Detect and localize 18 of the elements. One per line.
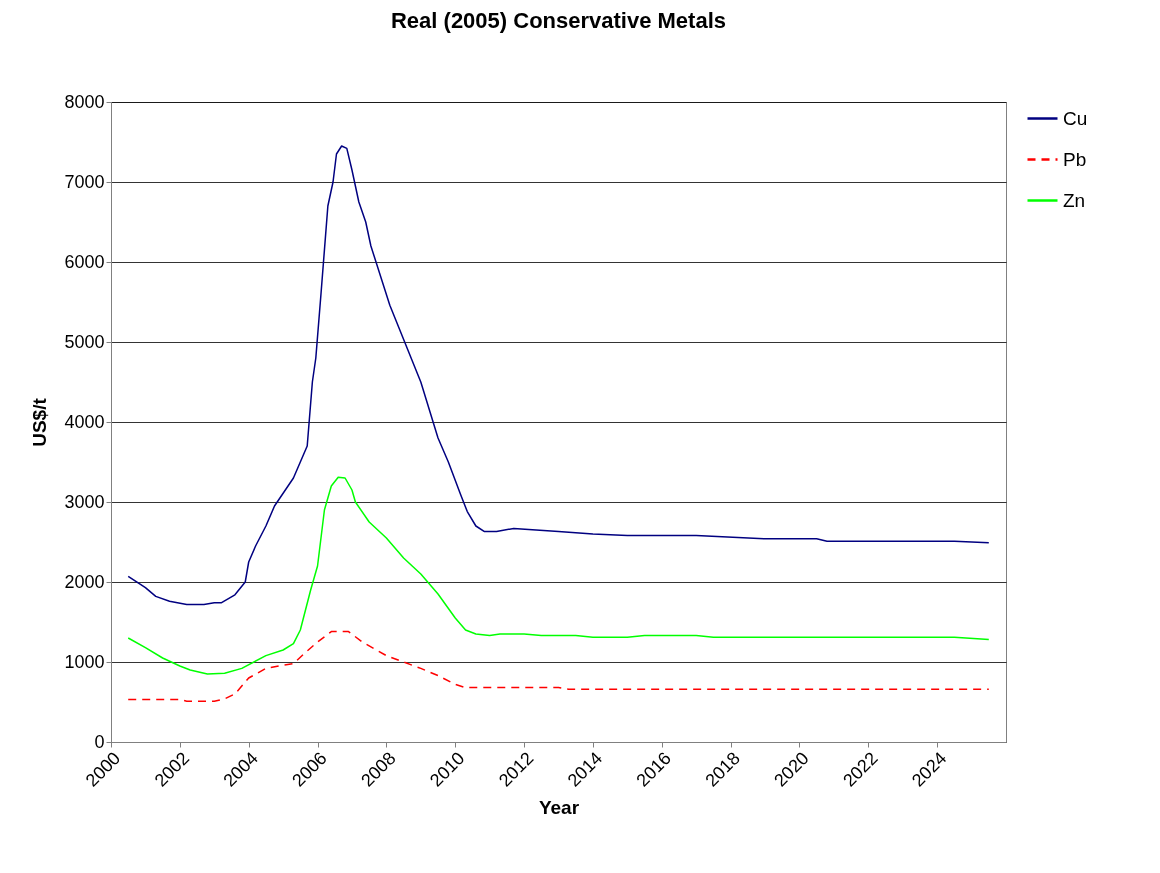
- y-tick-label: 7000: [64, 171, 105, 192]
- y-tick-label: 8000: [64, 91, 105, 112]
- y-tick-label: 6000: [64, 251, 105, 272]
- y-tick-label: 4000: [64, 411, 105, 432]
- line-series: [127, 476, 990, 675]
- line-series: [127, 630, 990, 702]
- y-tick-label: 2000: [64, 571, 105, 592]
- y-tick-label: 1000: [64, 651, 105, 672]
- chart-title: Real (2005) Conservative Metals: [390, 8, 727, 33]
- y-tick-label: 5000: [64, 331, 105, 352]
- legend-label: Cu: [1063, 107, 1088, 129]
- y-axis-title: US$/t: [29, 397, 51, 447]
- x-axis-title: Year: [538, 796, 580, 818]
- line-series: [127, 145, 990, 606]
- legend-label: Zn: [1063, 189, 1086, 211]
- legend-label: Pb: [1063, 148, 1087, 170]
- y-tick-label: 0: [94, 731, 105, 752]
- y-tick-label: 3000: [64, 491, 105, 512]
